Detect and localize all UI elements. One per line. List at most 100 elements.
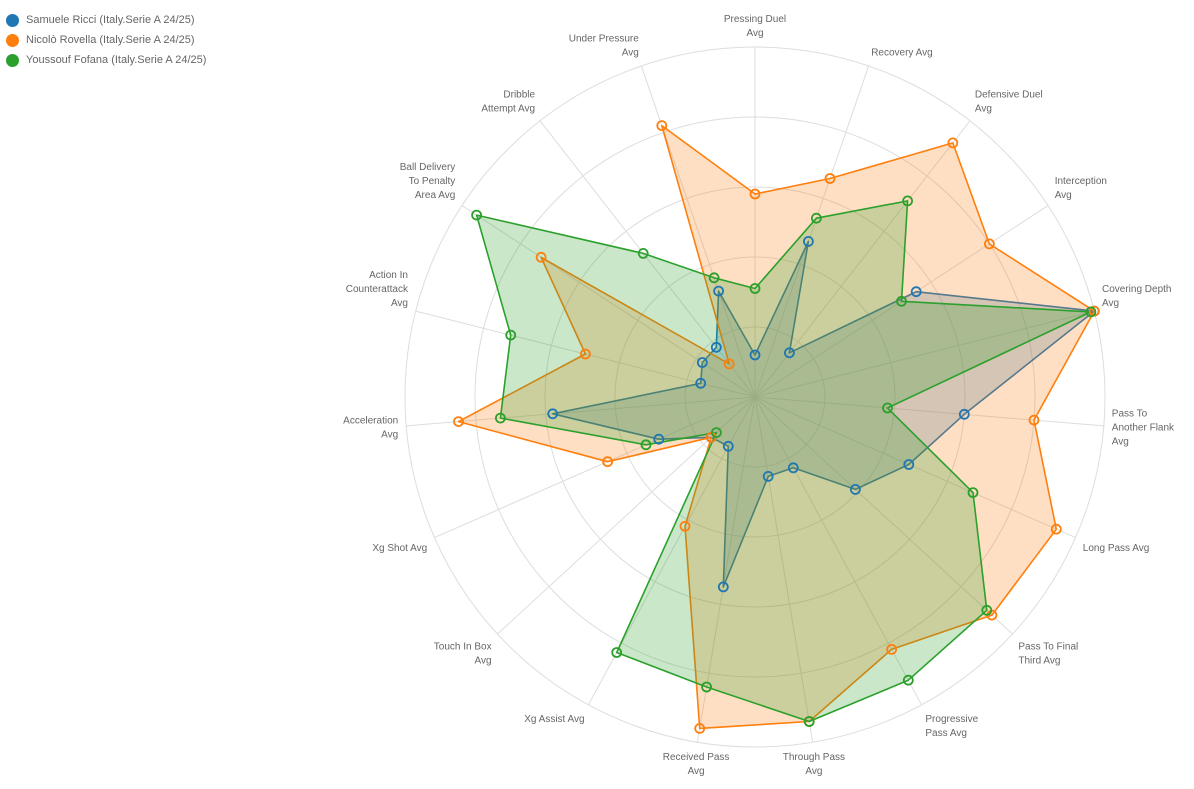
series-area [457,124,1096,730]
legend-label: Youssouf Fofana (Italy.Serie A 24/25) [26,54,207,66]
data-point[interactable] [471,209,483,221]
data-point[interactable] [701,681,712,693]
axis-label: Pass To Final Third Avg [1018,642,1078,667]
axis-label: Long Pass Avg [1083,543,1150,554]
axis-spoke [754,396,1013,635]
legend: Samuele Ricci (Italy.Serie A 24/25) Nicol… [6,10,206,70]
data-point[interactable] [611,647,623,658]
data-point[interactable] [896,295,907,307]
axis-spoke [497,396,756,635]
axis-label: Under Pressure Avg [569,33,639,58]
axis-label: Ball Delivery To Penalty Area Avg [400,162,456,201]
series-markers-2 [471,195,1097,727]
data-point[interactable] [1028,414,1040,426]
data-point[interactable] [882,402,893,414]
data-point[interactable] [711,427,722,439]
axis-spoke [587,396,756,706]
legend-item-2[interactable]: Youssouf Fofana (Italy.Serie A 24/25) [6,50,206,70]
data-point[interactable] [903,459,915,470]
axis-label: Pass To Another Flank Avg [1112,409,1175,448]
axis-spoke [754,65,870,398]
data-point[interactable] [803,235,814,247]
legend-marker-icon [6,53,19,67]
data-point[interactable] [1050,523,1062,535]
data-point[interactable] [984,238,995,250]
radar-grid [404,46,1106,748]
axis-label: Acceleration Avg [343,416,398,441]
series-2 [475,200,1092,723]
data-point[interactable] [602,456,613,468]
series-markers-0 [547,235,1100,593]
data-point[interactable] [850,483,861,495]
axis-label: Covering Depth Avg [1102,284,1171,309]
data-point[interactable] [656,120,668,131]
data-point[interactable] [981,604,993,616]
data-point[interactable] [695,377,707,389]
data-point[interactable] [749,188,761,200]
series-area [475,200,1092,723]
axis-labels: Pressing Duel Avg Recovery Avg Defensive Du… [343,14,1175,777]
data-point[interactable] [824,173,836,184]
data-point[interactable] [723,358,735,370]
legend-item-1[interactable]: Nicolò Rovella (Italy.Serie A 24/25) [6,30,206,50]
data-point[interactable] [580,348,591,360]
data-point[interactable] [637,247,649,259]
data-point[interactable] [762,470,774,482]
data-point[interactable] [453,416,464,428]
data-point[interactable] [947,137,959,149]
data-point[interactable] [886,644,897,655]
legend-item-0[interactable]: Samuele Ricci (Italy.Serie A 24/25) [6,10,206,30]
series-area [551,240,1096,588]
data-point[interactable] [902,195,913,207]
axis-label: Received Pass Avg [663,752,730,777]
data-point[interactable] [902,674,914,686]
data-point[interactable] [1085,306,1097,318]
data-point[interactable] [967,487,979,499]
data-point[interactable] [784,347,795,359]
data-point[interactable] [717,581,729,593]
axis-spoke [696,396,756,743]
axis-label: Recovery Avg [871,47,933,58]
data-point[interactable] [679,520,691,532]
axis-label: Action In Counterattack Avg [346,270,409,309]
data-point[interactable] [653,433,665,445]
data-point[interactable] [787,462,799,474]
data-point[interactable] [694,723,706,734]
data-point[interactable] [494,412,506,424]
axis-label: Interception Avg [1055,176,1107,201]
axis-label: Xg Shot Avg [372,543,427,554]
data-point[interactable] [722,440,734,452]
data-point[interactable] [505,329,517,341]
data-point[interactable] [708,272,720,284]
data-point[interactable] [640,439,652,451]
legend-marker-icon [6,33,19,47]
axis-spoke [406,396,756,427]
legend-marker-icon [6,13,19,27]
axis-spoke [434,396,756,539]
data-point[interactable] [749,349,761,361]
legend-label: Samuele Ricci (Italy.Serie A 24/25) [26,14,195,26]
axis-spoke [754,396,1104,427]
data-point[interactable] [958,408,970,420]
data-point[interactable] [547,408,559,420]
axis-spoke [754,396,1076,539]
axis-label: Xg Assist Avg [524,714,584,725]
axis-spoke [754,396,814,743]
series-1 [457,124,1096,730]
data-point[interactable] [713,285,724,297]
axis-label: Progressive Pass Avg [925,714,978,739]
data-point[interactable] [710,341,722,353]
axis-spoke [754,310,1095,398]
data-point[interactable] [811,212,822,224]
data-point[interactable] [910,286,922,298]
axis-label: Pressing Duel Avg [724,14,786,39]
axis-label: Touch In Box Avg [434,642,492,667]
data-point[interactable] [749,283,761,294]
data-point[interactable] [803,716,815,727]
legend-label: Nicolò Rovella (Italy.Serie A 24/25) [26,34,195,46]
data-point[interactable] [696,357,708,368]
data-point[interactable] [535,251,547,263]
series-0 [551,240,1096,588]
axis-label: Defensive Duel Avg [975,90,1043,115]
